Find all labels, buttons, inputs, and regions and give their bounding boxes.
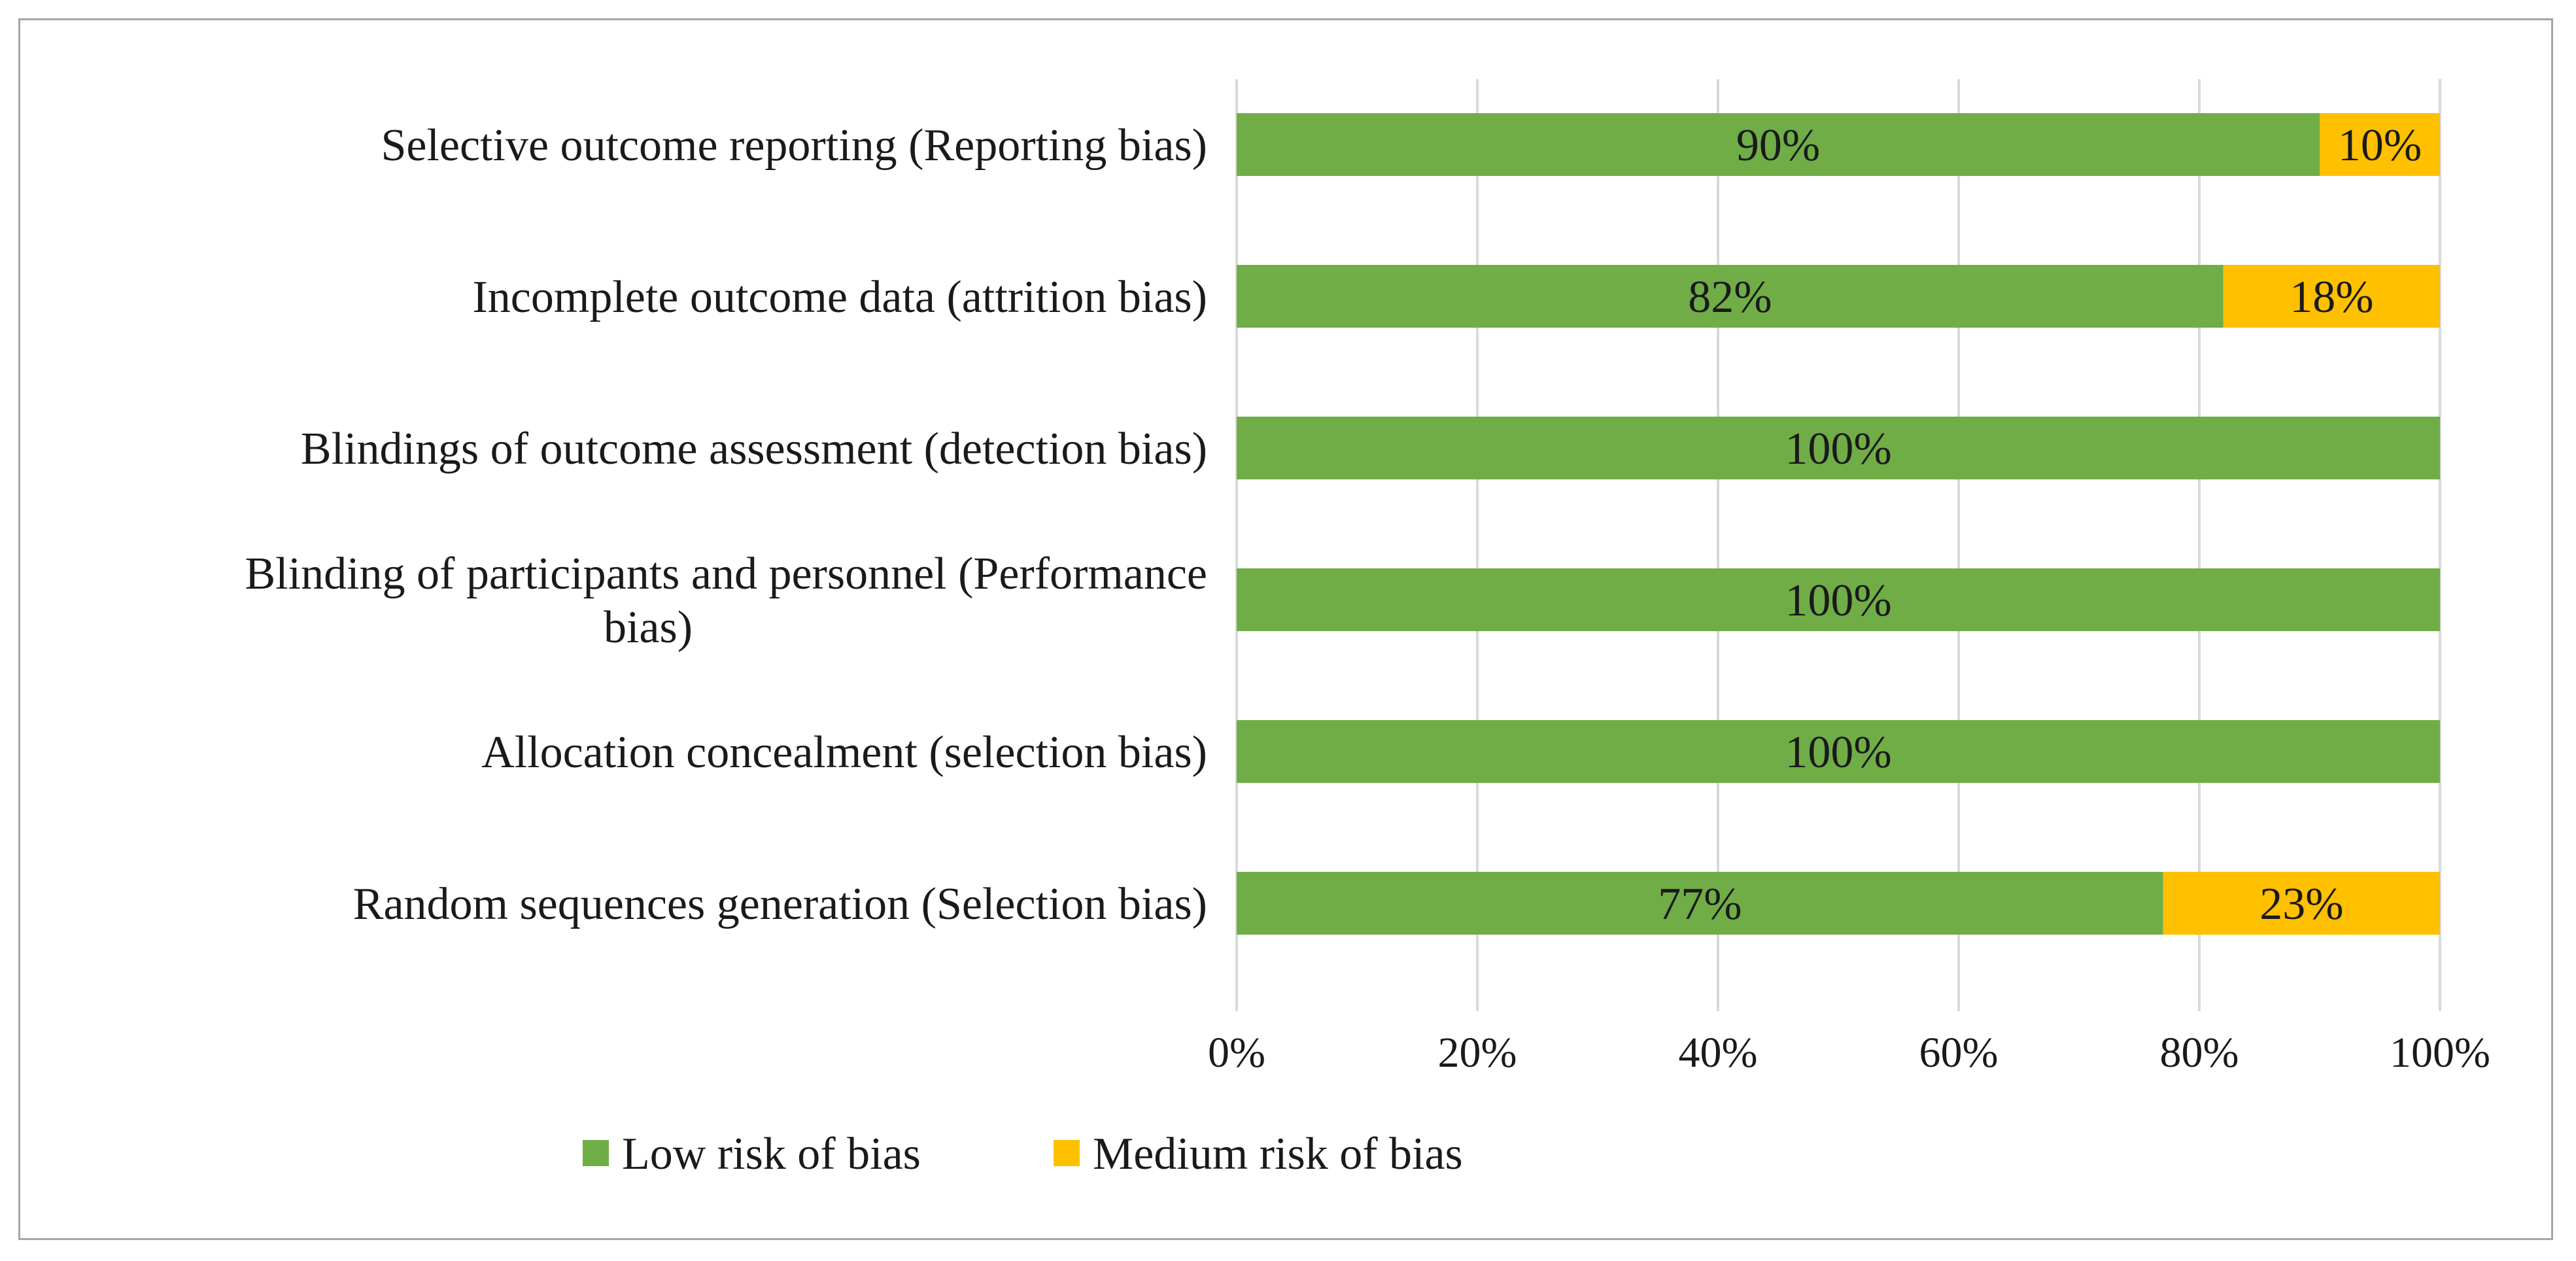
x-tick-label: 60%	[1919, 1029, 1999, 1077]
data-label: 18%	[2290, 272, 2373, 322]
legend-swatch	[1054, 1140, 1080, 1166]
bar-segment	[1237, 872, 2163, 935]
category-label: Incomplete outcome data (attrition bias)	[473, 272, 1208, 322]
x-tick-label: 40%	[1679, 1029, 1758, 1077]
bar-segment	[1237, 265, 2224, 328]
stacked-bar-chart: 90% 10% 82% 18% 100% 100% 100% 77% 23% Selective…	[245, 79, 2490, 1179]
legend: Low risk of bias Medium risk of bias	[583, 1129, 1463, 1179]
chart-frame: 90% 10% 82% 18% 100% 100% 100% 77% 23% Selective…	[18, 18, 2553, 1240]
category-labels: Selective outcome reporting (Reporting b…	[245, 120, 1207, 929]
legend-label: Medium risk of bias	[1093, 1129, 1463, 1179]
legend-label: Low risk of bias	[622, 1129, 921, 1179]
category-label-line: bias)	[604, 602, 693, 653]
data-label: 23%	[2259, 879, 2343, 929]
bar-segment	[1237, 113, 2320, 176]
data-label: 100%	[1785, 576, 1891, 626]
bar-segment	[1237, 720, 2440, 783]
x-tick-label: 100%	[2390, 1029, 2490, 1077]
x-axis-ticks: 0% 20% 40% 60% 80% 100%	[1208, 1029, 2490, 1077]
category-label: Blindings of outcome assessment (detecti…	[301, 424, 1207, 474]
category-label: Selective outcome reporting (Reporting b…	[381, 120, 1207, 171]
data-label: 82%	[1688, 272, 1772, 322]
data-label: 100%	[1785, 727, 1891, 778]
category-label: Blinding of participants and personnel (…	[245, 549, 1207, 653]
data-label: 10%	[2338, 120, 2422, 171]
bar-segment	[2223, 265, 2440, 328]
bar-segment	[2163, 872, 2440, 935]
bar-segment	[1237, 417, 2440, 479]
category-label: Random sequences generation (Selection b…	[353, 879, 1207, 929]
data-label: 100%	[1785, 424, 1891, 474]
data-label: 90%	[1736, 120, 1820, 171]
bar-segment	[2320, 113, 2440, 176]
bar-segment	[1237, 568, 2440, 631]
x-tick-label: 0%	[1208, 1029, 1265, 1077]
x-tick-label: 80%	[2160, 1029, 2239, 1077]
category-label: Allocation concealment (selection bias)	[481, 727, 1207, 778]
category-label-line: Blinding of participants and personnel (…	[245, 549, 1207, 599]
x-tick-label: 20%	[1438, 1029, 1517, 1077]
gridlines	[1235, 79, 2441, 1011]
bars: 90% 10% 82% 18% 100% 100% 100% 77% 23%	[1237, 113, 2440, 935]
legend-swatch	[583, 1140, 609, 1166]
data-label: 77%	[1658, 879, 1742, 929]
